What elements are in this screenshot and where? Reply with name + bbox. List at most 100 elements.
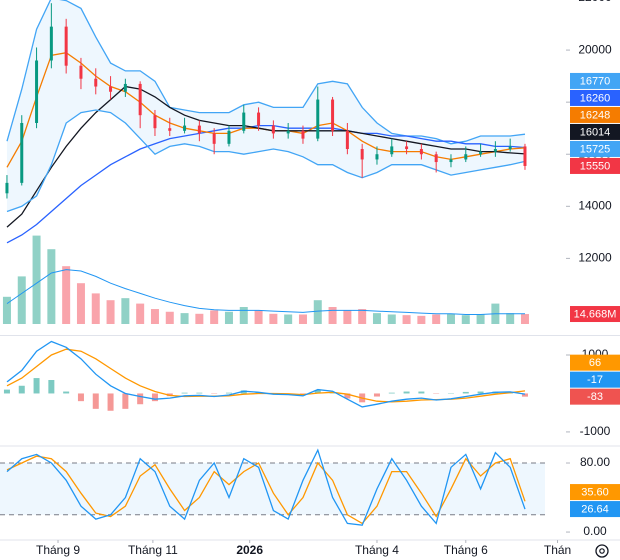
value-tag: 35.60 bbox=[581, 486, 609, 498]
gear-inner[interactable] bbox=[599, 548, 605, 554]
value-tag-box bbox=[570, 306, 620, 323]
candle-body bbox=[197, 125, 201, 134]
y-tick-label: 14000 bbox=[578, 198, 612, 212]
value-tag-box bbox=[570, 72, 620, 89]
candle-body bbox=[434, 154, 438, 163]
volume-bar bbox=[121, 298, 130, 324]
stochastic-pane bbox=[0, 448, 545, 526]
candle-body bbox=[168, 128, 172, 131]
histogram-bar bbox=[77, 393, 84, 402]
value-tag-box bbox=[570, 501, 620, 518]
candle-body bbox=[257, 112, 261, 126]
candle-body bbox=[20, 122, 24, 183]
candle-body bbox=[183, 125, 187, 131]
histogram-bar bbox=[151, 393, 158, 402]
histogram-bar bbox=[418, 391, 425, 394]
volume-bar bbox=[254, 310, 263, 324]
candle-body bbox=[242, 112, 246, 131]
histogram-bar bbox=[225, 392, 232, 394]
value-tag: 14.668M bbox=[574, 308, 617, 320]
candle-body bbox=[123, 83, 127, 92]
candle-body bbox=[479, 151, 483, 155]
value-tag: 26.64 bbox=[581, 503, 609, 515]
candle-body bbox=[508, 146, 512, 150]
candle-body bbox=[375, 154, 379, 160]
histogram-bar bbox=[181, 392, 188, 394]
histogram-bar bbox=[18, 385, 25, 394]
macd-line bbox=[6, 340, 526, 408]
volume-bar bbox=[506, 313, 515, 324]
x-tick-label: Tháng 11 bbox=[128, 543, 178, 557]
volume-bar bbox=[62, 266, 71, 324]
y-tick-label: -1000 bbox=[580, 424, 611, 438]
value-tag-box bbox=[570, 89, 620, 106]
value-tag-box bbox=[570, 123, 620, 140]
candle-body bbox=[390, 146, 394, 155]
x-tick-label: 2026 bbox=[236, 543, 263, 557]
value-tag-box bbox=[570, 106, 620, 123]
volume-bar bbox=[180, 313, 189, 324]
volume-bar bbox=[150, 309, 159, 324]
value-tag: 16014 bbox=[580, 126, 611, 138]
value-tag: 16248 bbox=[580, 109, 611, 121]
histogram-bar bbox=[314, 390, 321, 394]
indicator-line bbox=[6, 0, 526, 145]
histogram-bar bbox=[403, 391, 410, 394]
candle-body bbox=[109, 86, 113, 92]
volume-bar bbox=[91, 293, 100, 324]
x-tick-label: Thán bbox=[544, 543, 571, 557]
candle-body bbox=[5, 182, 9, 194]
candle-body bbox=[493, 149, 497, 152]
value-tag-box bbox=[570, 484, 620, 501]
histogram-bar bbox=[462, 391, 469, 394]
volume-bar bbox=[402, 315, 411, 324]
value-tag: 66 bbox=[589, 357, 601, 369]
candle-body bbox=[227, 130, 231, 144]
histogram-bar bbox=[107, 393, 114, 411]
settings-icon[interactable] bbox=[595, 544, 609, 558]
volume-bar bbox=[76, 283, 85, 324]
histogram-bar bbox=[63, 391, 70, 394]
value-tag: -83 bbox=[587, 391, 603, 403]
value-tag-box bbox=[570, 371, 620, 388]
candle-body bbox=[286, 130, 290, 134]
volume-bar bbox=[476, 314, 485, 324]
indicator-line bbox=[6, 124, 526, 244]
value-tag: 16260 bbox=[580, 92, 611, 104]
value-tag-box bbox=[570, 140, 620, 157]
volume-bar bbox=[47, 249, 56, 324]
value-tag-box bbox=[570, 388, 620, 405]
candle-body bbox=[523, 146, 527, 166]
volume-bar bbox=[432, 314, 441, 324]
x-tick-label: Tháng 4 bbox=[355, 543, 399, 557]
volume-bar bbox=[372, 313, 381, 324]
y-tick-label: 0.00 bbox=[583, 524, 607, 538]
stochastic-line bbox=[6, 448, 526, 526]
histogram-bar bbox=[122, 393, 129, 409]
volume-bar bbox=[358, 309, 367, 324]
volume-bar bbox=[417, 315, 426, 324]
candle-body bbox=[153, 115, 157, 129]
volume-bar bbox=[2, 296, 11, 324]
volume-bar bbox=[328, 307, 337, 324]
candle-body bbox=[79, 65, 83, 79]
candle-body bbox=[35, 60, 39, 123]
histogram-bar bbox=[33, 378, 40, 394]
price-pane bbox=[2, 0, 529, 324]
histogram-bar bbox=[477, 391, 484, 394]
volume-bar bbox=[210, 310, 219, 324]
candle-body bbox=[49, 26, 53, 61]
y-tick-label: 22000 bbox=[578, 0, 612, 4]
indicator-line bbox=[6, 109, 526, 213]
volume-bar bbox=[298, 314, 307, 324]
y-tick-label: 12000 bbox=[578, 251, 612, 265]
volume-bar bbox=[239, 307, 248, 324]
histogram-bar bbox=[48, 380, 55, 394]
volume-bar bbox=[136, 303, 145, 324]
candle-body bbox=[331, 99, 335, 131]
gear-outer[interactable] bbox=[595, 544, 609, 558]
volume-bar bbox=[313, 300, 322, 324]
volume-bar bbox=[106, 300, 115, 324]
histogram-bar bbox=[92, 393, 99, 409]
